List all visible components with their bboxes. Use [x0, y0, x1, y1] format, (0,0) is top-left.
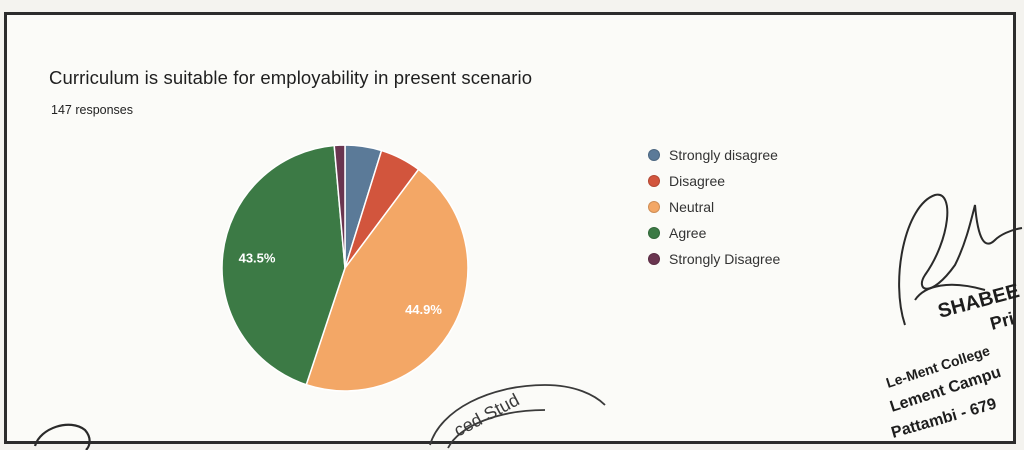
chart-legend: Strongly disagree Disagree Neutral Agree Str…: [648, 142, 780, 272]
legend-label-3: Agree: [669, 225, 706, 241]
legend-swatch-2: [648, 201, 660, 213]
legend-label-4: Strongly Disagree: [669, 251, 780, 267]
pie-data-label-3: 43.5%: [239, 251, 276, 266]
legend-item-4: Strongly Disagree: [648, 246, 780, 272]
legend-swatch-1: [648, 175, 660, 187]
pie-data-label-2: 44.9%: [405, 302, 442, 317]
legend-label-0: Strongly disagree: [669, 147, 778, 163]
legend-swatch-4: [648, 253, 660, 265]
legend-swatch-3: [648, 227, 660, 239]
legend-item-0: Strongly disagree: [648, 142, 780, 168]
legend-swatch-0: [648, 149, 660, 161]
legend-item-2: Neutral: [648, 194, 780, 220]
legend-item-1: Disagree: [648, 168, 780, 194]
legend-label-2: Neutral: [669, 199, 714, 215]
legend-item-3: Agree: [648, 220, 780, 246]
legend-label-1: Disagree: [669, 173, 725, 189]
